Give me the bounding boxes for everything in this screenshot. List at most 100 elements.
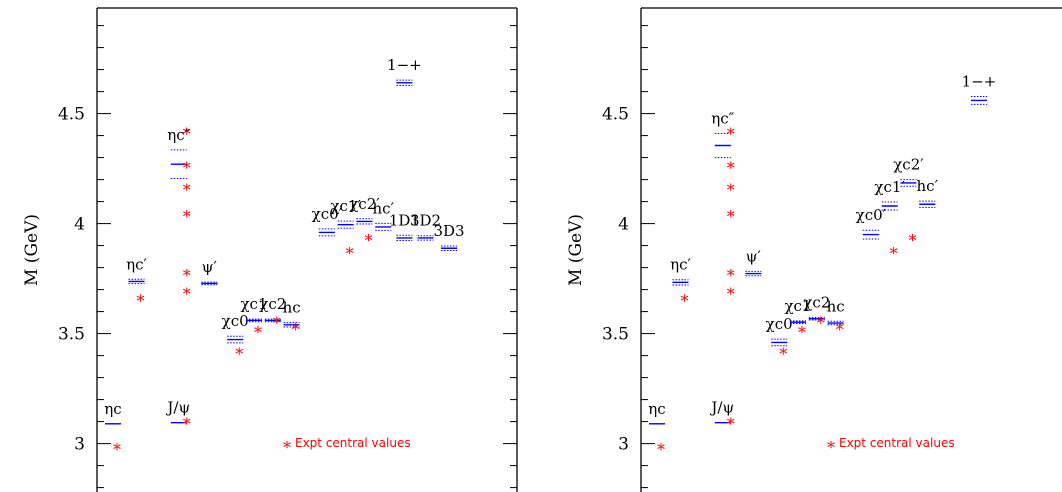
- expt-star: *: [727, 124, 735, 143]
- expt-star: *: [727, 266, 735, 285]
- y-tick-label: 4.5: [58, 105, 85, 125]
- y-axis-label: M (GeV): [566, 214, 586, 286]
- expt-star: *: [183, 180, 191, 199]
- state-label: 1−+: [387, 56, 422, 74]
- expt-star: *: [779, 344, 787, 363]
- y-tick-label: 4: [618, 215, 629, 235]
- state-label: ηc: [104, 400, 121, 418]
- state-label: χc0: [222, 312, 249, 330]
- state-marker: * ηc′: [670, 256, 691, 311]
- expt-star: *: [727, 285, 735, 304]
- state-marker: ψ′: [201, 258, 218, 286]
- state-marker: * ηc: [104, 400, 121, 459]
- state-marker: ψ′: [745, 247, 762, 277]
- expt-star: *: [681, 292, 689, 311]
- state-marker: * ηc: [648, 400, 665, 459]
- state-marker: 1−+: [387, 56, 422, 86]
- state-label: χc2: [803, 293, 830, 311]
- state-marker: * χc2: [803, 293, 830, 332]
- expt-star: *: [183, 285, 191, 304]
- expt-star: *: [183, 414, 191, 433]
- state-label: χc0: [766, 315, 793, 333]
- state-marker: * χc0: [222, 312, 249, 363]
- state-marker: 1−+: [962, 72, 997, 105]
- state-label: χc2: [259, 295, 286, 313]
- state-label: 3D3: [433, 222, 464, 240]
- y-tick-label: 4.5: [602, 105, 629, 125]
- legend-star: *: [827, 438, 835, 457]
- legend-label: Expt central values: [839, 436, 955, 450]
- expt-star: *: [183, 158, 191, 177]
- state-label: 1D1: [389, 211, 420, 229]
- expt-star: *: [890, 244, 898, 263]
- expt-star: *: [657, 440, 665, 459]
- expt-star: *: [137, 292, 145, 311]
- expt-star: *: [183, 207, 191, 226]
- right-chart-panel: 33.544.5M (GeV)*ηc*ηc′******ηc″*J/ψψ′*χc…: [566, 7, 1062, 492]
- y-tick-label: 4: [74, 215, 85, 235]
- expt-star: *: [727, 158, 735, 177]
- left-chart-panel: 33.544.5M (GeV)*ηc*ηc′******ηc″*J/ψψ′*χc…: [22, 7, 518, 492]
- state-label: hc: [827, 297, 845, 315]
- y-tick-label: 3.5: [58, 325, 85, 345]
- state-marker: * ηc′: [126, 255, 147, 310]
- state-label: χc2′: [893, 156, 924, 174]
- state-label: 3D2: [410, 212, 441, 230]
- expt-star: *: [727, 414, 735, 433]
- expt-star: *: [727, 180, 735, 199]
- expt-star: *: [908, 231, 916, 250]
- y-tick-label: 3: [74, 435, 85, 455]
- expt-star: *: [364, 231, 372, 250]
- state-marker: 3D3: [433, 222, 465, 251]
- state-marker: 3D2: [410, 212, 441, 241]
- state-label: J/ψ: [165, 399, 190, 417]
- state-label: χc2′: [349, 195, 380, 213]
- legend-star: *: [283, 438, 291, 457]
- state-marker: * χc2′: [349, 195, 380, 250]
- state-label: χc0′: [856, 206, 887, 224]
- y-tick-label: 3: [618, 435, 629, 455]
- state-marker: * χc1′: [330, 197, 361, 263]
- expt-star: *: [346, 244, 354, 263]
- state-marker: hc′: [373, 199, 395, 231]
- state-marker: *χc2: [259, 295, 286, 332]
- state-label: ηc″: [711, 109, 734, 127]
- expt-star: *: [113, 440, 121, 459]
- expt-star: *: [254, 323, 262, 342]
- state-marker: hc′: [917, 177, 939, 208]
- state-marker: ******ηc″: [711, 109, 735, 303]
- state-label: χc1′: [874, 178, 905, 196]
- expt-star: *: [798, 323, 806, 342]
- expt-star: *: [292, 320, 300, 339]
- state-label: hc′: [917, 177, 939, 195]
- state-label: χc1: [784, 297, 811, 315]
- state-marker: * hc: [283, 299, 301, 339]
- state-label: ηc′: [670, 256, 691, 274]
- state-label: ηc′: [126, 255, 147, 273]
- state-label: 1−+: [962, 72, 997, 90]
- state-label: J/ψ: [709, 399, 734, 417]
- state-label: χc0′: [312, 205, 343, 223]
- expt-star: *: [183, 124, 191, 143]
- state-marker: * hc: [827, 297, 845, 339]
- state-marker: ******ηc″: [167, 124, 191, 303]
- expt-star: *: [727, 207, 735, 226]
- state-label: hc′: [373, 199, 395, 217]
- expt-star: *: [183, 266, 191, 285]
- state-marker: *J/ψ: [165, 399, 190, 434]
- state-marker: * χc1: [784, 297, 811, 342]
- y-tick-label: 3.5: [602, 325, 629, 345]
- state-marker: *J/ψ: [709, 399, 734, 434]
- legend-label: Expt central values: [295, 436, 411, 450]
- state-label: ψ′: [746, 247, 762, 265]
- state-marker: * χc2′: [893, 156, 924, 250]
- state-label: χc1′: [330, 197, 361, 215]
- state-marker: * χc0: [766, 315, 793, 363]
- state-label: χc1: [240, 295, 267, 313]
- state-label: hc: [283, 299, 301, 317]
- expt-star: *: [817, 313, 825, 332]
- state-marker: * χc1: [240, 295, 267, 342]
- state-marker: χc0′: [312, 205, 343, 237]
- expt-star: *: [235, 344, 243, 363]
